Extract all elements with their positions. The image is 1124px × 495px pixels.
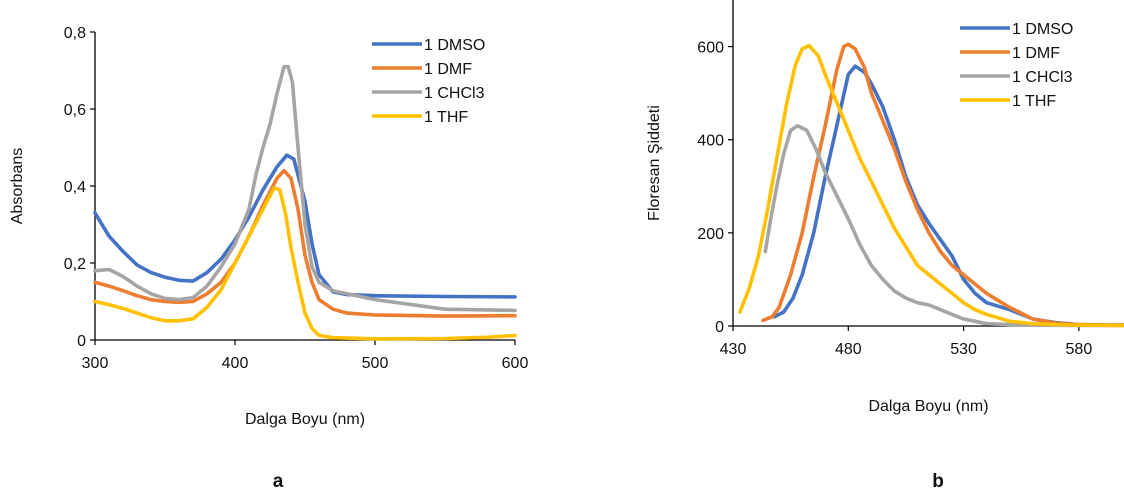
y-tick-label: 0,2	[64, 256, 86, 273]
series-line-b-3	[738, 43, 1124, 328]
panel-label: a	[273, 471, 284, 492]
chart-panel-a: 0 0,2 0,4 0,6 0,8 300 400 500 600 1 DMSO 1 DMF 1 CH…	[9, 25, 528, 492]
y-axis-label: Absorbans	[9, 148, 26, 225]
series-line-b-0	[772, 64, 1124, 327]
y-tick-label: 0,8	[64, 25, 86, 42]
legend-label: 1 CHCl3	[1012, 69, 1073, 86]
x-tick-label: 480	[835, 341, 862, 358]
legend-label: 1 DMF	[424, 61, 472, 78]
y-axis-label: Floresan Şiddeti	[646, 105, 663, 221]
y-tick-label: 600	[697, 40, 724, 57]
y-tick-label: 0	[77, 333, 86, 350]
x-tick-label: 400	[222, 355, 249, 372]
chart-panel-b: 0 200 400 600 430 480 530 580 1 DMSO 1 DMF 1 CHCl3…	[646, 0, 1124, 492]
legend-label: 1 THF	[1012, 93, 1056, 110]
x-tick-label: 430	[720, 341, 747, 358]
series-line-a-2	[93, 64, 517, 313]
x-tick-label: 580	[1066, 341, 1093, 358]
y-tick-label: 0,6	[64, 102, 86, 119]
x-tick-label: 530	[950, 341, 977, 358]
y-tick-label: 0,4	[64, 179, 86, 196]
x-axis-label: Dalga Boyu (nm)	[245, 411, 365, 428]
series-line-b-1	[761, 42, 1124, 327]
x-tick-label: 600	[502, 355, 529, 372]
panel-label: b	[932, 471, 944, 492]
legend-label: 1 THF	[424, 109, 468, 126]
legend-label: 1 DMSO	[1012, 21, 1073, 38]
x-axis-label: Dalga Boyu (nm)	[868, 398, 988, 415]
y-tick-label: 0	[715, 319, 724, 336]
y-tick-label: 200	[697, 226, 724, 243]
x-tick-label: 500	[362, 355, 389, 372]
legend-label: 1 DMF	[1012, 45, 1060, 62]
series-line-a-3	[93, 186, 517, 341]
x-tick-label: 300	[82, 355, 109, 372]
legend-label: 1 CHCl3	[424, 85, 485, 102]
y-tick-label: 400	[697, 133, 724, 150]
legend-label: 1 DMSO	[424, 37, 485, 54]
series-line-b-2	[763, 123, 1124, 328]
